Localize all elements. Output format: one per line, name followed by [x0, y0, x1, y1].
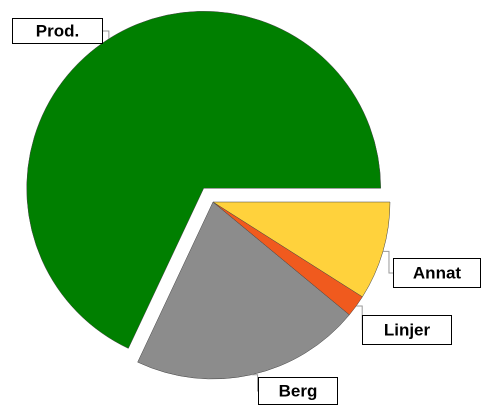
leader-line — [251, 374, 259, 392]
label-box — [12, 18, 103, 44]
slice-label: Linjer — [384, 320, 431, 339]
label-box — [362, 315, 452, 345]
leader-line — [103, 30, 110, 39]
pie-slice — [212, 201, 391, 298]
leader-line — [382, 250, 393, 274]
slice-label: Annat — [413, 263, 462, 282]
slice-label: Prod. — [36, 21, 79, 40]
leader-line — [356, 305, 363, 331]
slice-label: Berg — [279, 381, 318, 400]
pie-slice — [26, 11, 381, 349]
label-box — [393, 258, 481, 288]
pie-slice — [137, 201, 350, 380]
